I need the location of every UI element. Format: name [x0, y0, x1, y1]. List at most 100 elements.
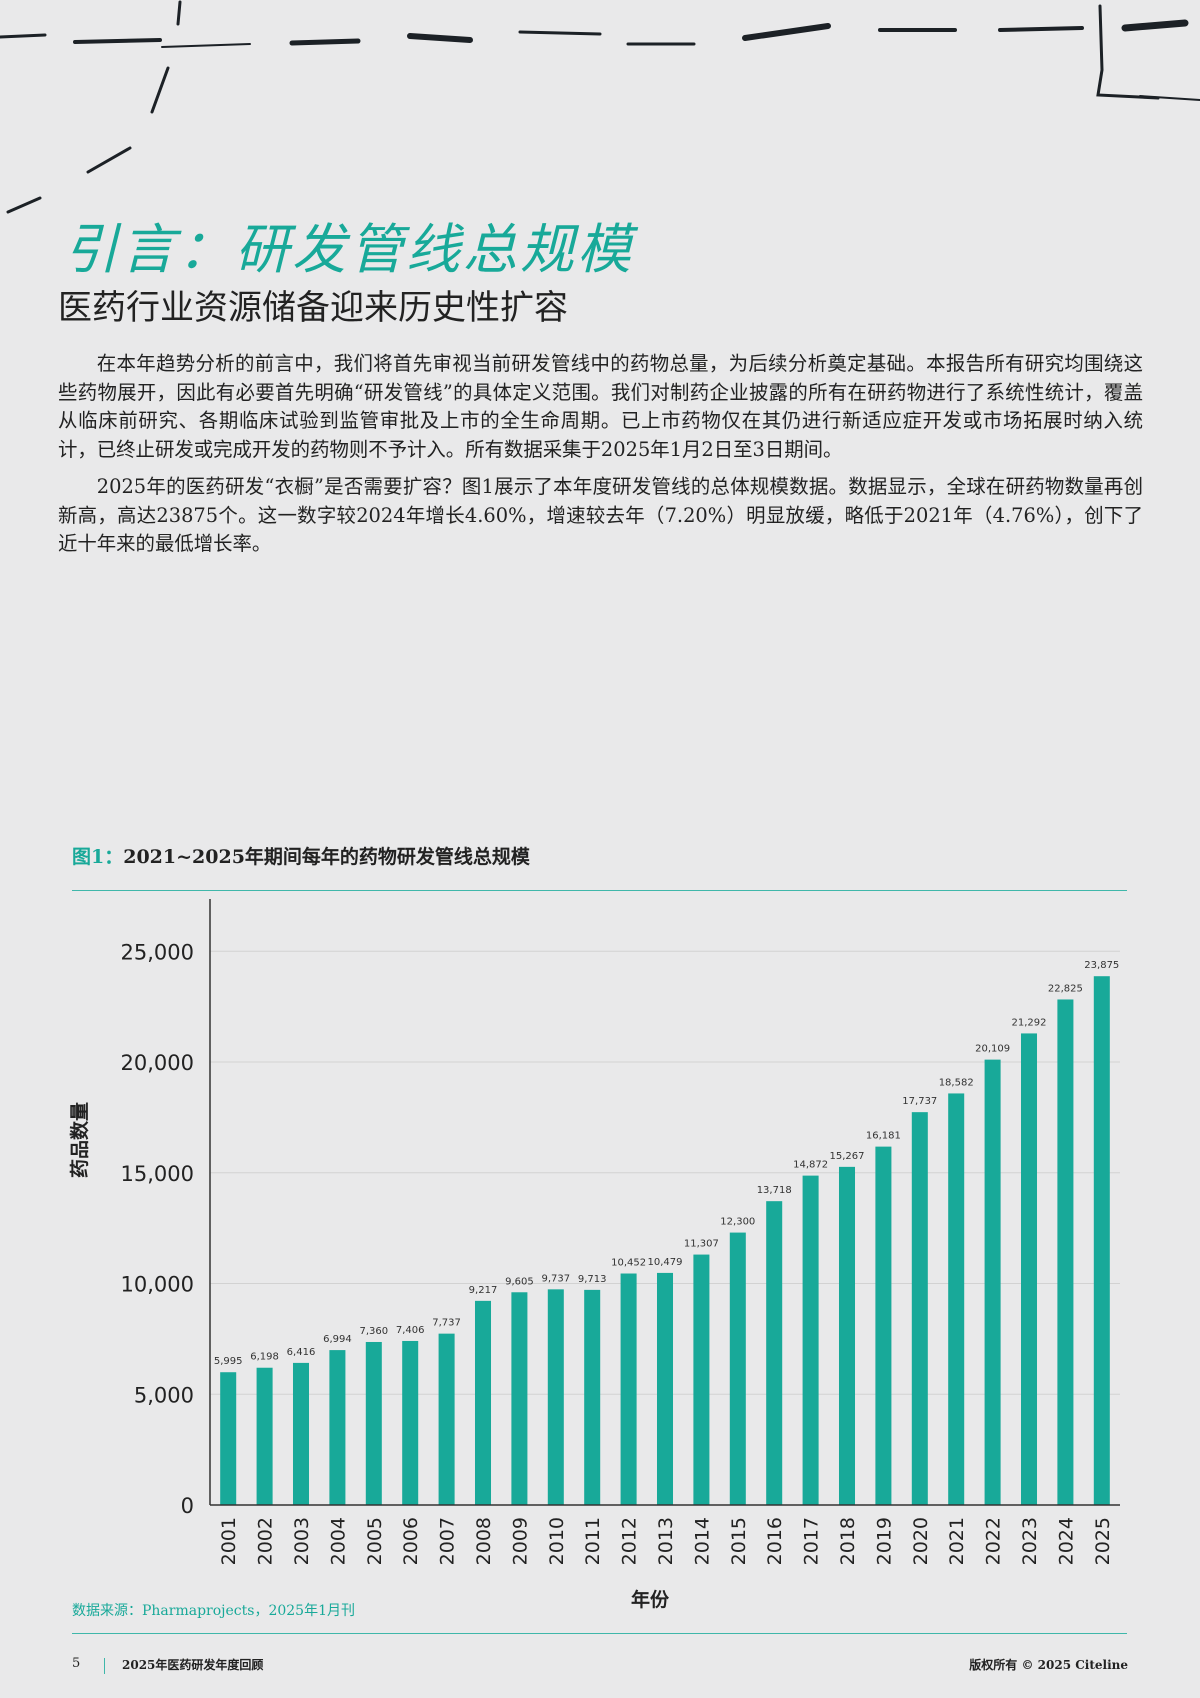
x-tick-label: 2006 — [400, 1517, 422, 1565]
bar-2015 — [729, 1232, 746, 1505]
x-tick-label: 2002 — [255, 1517, 277, 1565]
bar-2009 — [511, 1292, 528, 1505]
x-tick-label: 2012 — [619, 1517, 641, 1565]
y-tick-label: 10,000 — [121, 1273, 194, 1297]
x-axis-label: 年份 — [631, 1588, 670, 1611]
bar-2002 — [256, 1367, 273, 1505]
data-label: 21,292 — [1012, 1017, 1047, 1028]
bar-2013 — [656, 1272, 674, 1505]
page-number: 5 — [72, 1656, 81, 1671]
data-label: 16,181 — [866, 1131, 901, 1142]
data-label: 18,582 — [939, 1077, 974, 1088]
figure-number: 图1： — [72, 846, 124, 868]
footer-report-title: 2025年医药研发年度回顾 — [122, 1658, 264, 1672]
data-label: 6,198 — [250, 1352, 279, 1363]
x-tick-label: 2004 — [327, 1517, 349, 1565]
paragraph-1: 在本年趋势分析的前言中，我们将首先审视当前研发管线中的药物总量，为后续分析奠定基… — [58, 352, 1143, 461]
bar-2004 — [329, 1350, 346, 1505]
paragraph-2: 2025年的医药研发“衣橱”是否需要扩容？图1展示了本年度研发管线的总体规模数据… — [58, 475, 1143, 555]
body-text: 在本年趋势分析的前言中，我们将首先审视当前研发管线中的药物总量，为后续分析奠定基… — [58, 350, 1143, 568]
data-label: 10,452 — [611, 1258, 646, 1269]
data-label: 11,307 — [684, 1239, 719, 1250]
figure-caption-text: 2021~2025年期间每年的药物研发管线总规模 — [123, 846, 530, 868]
x-tick-label: 2010 — [546, 1517, 568, 1565]
bar-2019 — [875, 1146, 892, 1505]
x-tick-label: 2011 — [582, 1517, 604, 1565]
decorative-brush-strokes — [0, 0, 1200, 214]
x-tick-label: 2024 — [1055, 1517, 1077, 1565]
x-tick-label: 2003 — [291, 1517, 313, 1565]
data-label: 23,875 — [1084, 960, 1119, 971]
bar-2012 — [620, 1273, 637, 1505]
data-label: 13,718 — [757, 1185, 792, 1196]
data-label: 20,109 — [975, 1044, 1010, 1055]
bar-2014 — [693, 1254, 710, 1505]
bar-2021 — [948, 1093, 965, 1505]
x-tick-label: 2025 — [1092, 1517, 1114, 1565]
bar-2018 — [838, 1166, 856, 1505]
footer-copyright: 版权所有 © 2025 Citeline — [969, 1658, 1128, 1672]
y-tick-label: 15,000 — [121, 1162, 194, 1186]
data-label: 14,872 — [793, 1160, 828, 1171]
bar-2017 — [802, 1175, 819, 1505]
bar-2001 — [220, 1372, 237, 1505]
x-tick-label: 2013 — [655, 1517, 677, 1565]
data-label: 12,300 — [720, 1217, 755, 1228]
x-tick-label: 2019 — [873, 1517, 895, 1565]
bar-2005 — [365, 1341, 382, 1505]
bar-2008 — [474, 1300, 492, 1505]
figure-bottom-rule — [72, 1633, 1127, 1634]
data-label: 9,737 — [541, 1273, 570, 1284]
x-tick-label: 2001 — [218, 1517, 240, 1565]
bar-2016 — [766, 1201, 783, 1505]
bar-2025 — [1093, 976, 1110, 1505]
footer-separator — [104, 1658, 105, 1674]
data-label: 6,994 — [323, 1334, 352, 1345]
x-tick-label: 2009 — [509, 1517, 531, 1565]
bar-2024 — [1057, 999, 1074, 1505]
data-label: 7,360 — [359, 1326, 388, 1337]
data-label: 9,217 — [469, 1285, 498, 1296]
bar-2003 — [292, 1362, 310, 1505]
x-tick-label: 2021 — [946, 1517, 968, 1565]
figure-top-rule — [72, 890, 1127, 891]
y-axis-label: 药品数量 — [68, 1102, 91, 1178]
bar-2020 — [911, 1112, 928, 1505]
data-label: 17,737 — [902, 1096, 937, 1107]
y-tick-label: 25,000 — [121, 940, 194, 964]
bar-chart: 5,995 6,198 6,416 6,994 7,360 7,406 7,737 9,217… — [68, 899, 1120, 1611]
x-tick-label: 2020 — [910, 1517, 932, 1565]
data-label: 9,713 — [578, 1274, 607, 1285]
x-tick-label: 2023 — [1019, 1517, 1041, 1565]
x-tick-label: 2007 — [437, 1517, 459, 1565]
x-tick-label: 2005 — [364, 1517, 386, 1565]
data-label: 9,605 — [505, 1276, 534, 1287]
bar-2010 — [547, 1289, 564, 1505]
data-label: 15,267 — [830, 1151, 865, 1162]
data-label: 7,737 — [432, 1318, 461, 1329]
page-subtitle: 医药行业资源储备迎来历史性扩容 — [58, 288, 568, 328]
x-tick-label: 2018 — [837, 1517, 859, 1565]
x-tick-label: 2016 — [764, 1517, 786, 1565]
x-tick-label: 2014 — [691, 1517, 713, 1565]
x-tick-label: 2017 — [801, 1517, 823, 1565]
bar-2007 — [438, 1333, 455, 1505]
y-tick-label: 0 — [181, 1494, 194, 1518]
data-label: 22,825 — [1048, 983, 1083, 994]
data-label: 5,995 — [214, 1356, 243, 1367]
data-label: 7,406 — [396, 1325, 425, 1336]
data-source: 数据来源：Pharmaprojects，2025年1月刊 — [72, 1603, 355, 1619]
figure-caption: 图1：2021~2025年期间每年的药物研发管线总规模 — [72, 842, 530, 869]
y-tick-label: 5,000 — [134, 1383, 194, 1407]
y-tick-label: 20,000 — [121, 1051, 194, 1075]
page-title: 引言：研发管线总规模 — [64, 218, 634, 281]
bar-2023 — [1020, 1033, 1038, 1505]
x-tick-label: 2015 — [728, 1517, 750, 1565]
x-tick-label: 2022 — [983, 1517, 1005, 1565]
x-tick-label: 2008 — [473, 1517, 495, 1565]
bar-2011 — [584, 1289, 601, 1505]
data-label: 6,416 — [287, 1347, 316, 1358]
bar-2006 — [402, 1340, 419, 1505]
bar-2022 — [984, 1059, 1001, 1505]
data-label: 10,479 — [648, 1257, 683, 1268]
